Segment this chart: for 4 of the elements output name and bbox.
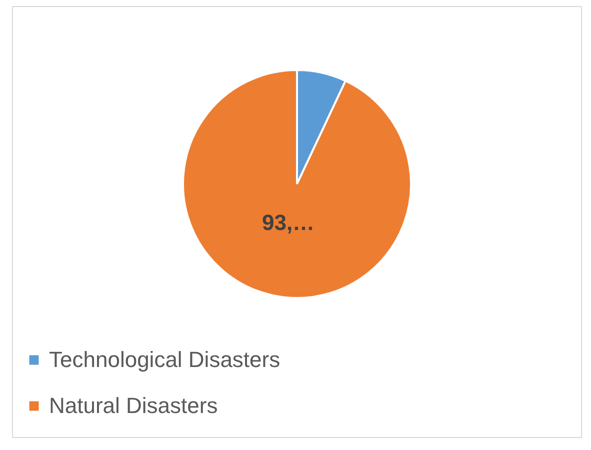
data-label: 93,… [262, 210, 315, 236]
legend-label: Natural Disasters [49, 393, 218, 418]
pie-slice [182, 69, 412, 299]
legend-label: Technological Disasters [49, 347, 280, 372]
